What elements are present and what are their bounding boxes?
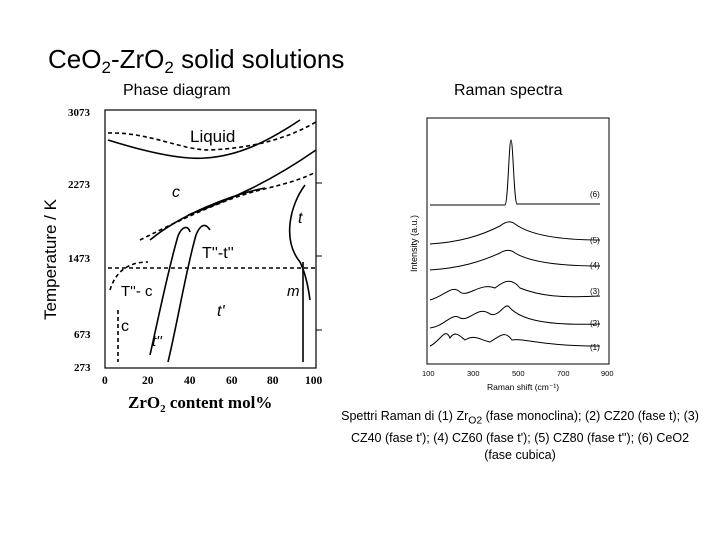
region-tprime: t' [217, 303, 225, 320]
ytick-273: 273 [74, 362, 91, 374]
spectrum-3 [429, 280, 601, 301]
spectrum-2 [429, 305, 601, 329]
label-1: (1) [590, 343, 600, 352]
upper-right-curve [187, 149, 317, 216]
phase-diagram-heading: Phase diagram [123, 82, 231, 99]
slide-title: CeO2-ZrO2 solid solutions [48, 44, 345, 77]
region-liquid: Liquid [190, 127, 235, 146]
label-4: (4) [590, 261, 600, 270]
label-5: (5) [590, 236, 600, 245]
phase-ylabel: Temperature / K [41, 198, 60, 320]
region-t: t [298, 210, 303, 227]
xtick-40: 40 [184, 375, 196, 387]
tprime-tpp-line [167, 224, 211, 363]
label-2: (2) [590, 319, 600, 328]
xtick-20: 20 [142, 375, 154, 387]
raman-xtick-700: 700 [557, 369, 570, 378]
raman-frame [426, 117, 610, 365]
raman-xtick-300: 300 [467, 369, 480, 378]
phase-xlabel: ZrO2 content mol% [128, 393, 272, 415]
xtick-100: 100 [305, 375, 323, 387]
phase-frame [104, 109, 317, 369]
region-tpp-c: T''- c [121, 283, 153, 300]
region-c-bottom: c [121, 318, 129, 335]
ytick-673: 673 [74, 329, 91, 341]
liquidus-upper [107, 121, 317, 151]
raman-xtick-500: 500 [512, 369, 525, 378]
region-tpp-tp: T''-t'' [202, 245, 234, 262]
t-boundary [288, 184, 311, 301]
spectrum-5 [429, 221, 601, 245]
liquidus-lower [107, 119, 301, 160]
ytick-1473: 1473 [68, 253, 91, 265]
spectrum-6 [430, 139, 600, 206]
xtick-0: 0 [102, 375, 108, 387]
xtick-60: 60 [226, 375, 238, 387]
spectrum-1 [429, 333, 601, 347]
tpp-c-line [149, 226, 191, 356]
ytick-3073: 3073 [68, 107, 91, 119]
ytick-2273: 2273 [68, 179, 91, 191]
label-3: (3) [590, 287, 600, 296]
label-6: (6) [590, 190, 600, 199]
region-c-top: c [172, 184, 180, 201]
xtick-80: 80 [267, 375, 279, 387]
figure-caption: Spettri Raman di (1) ZrO2 (fase monoclin… [341, 409, 699, 462]
spectrum-4 [429, 249, 601, 271]
region-m: m [287, 283, 300, 300]
c-t-boundary-2 [149, 187, 266, 241]
raman-xlabel: Raman shift (cm⁻¹) [487, 382, 559, 392]
raman-xtick-100: 100 [422, 369, 435, 378]
c-t-boundary [139, 171, 317, 241]
raman-ylabel: Intensity (a.u.) [409, 215, 419, 272]
raman-spectra-heading: Raman spectra [454, 82, 563, 99]
raman-xtick-900: 900 [601, 369, 614, 378]
region-tpp: t'' [152, 333, 163, 350]
